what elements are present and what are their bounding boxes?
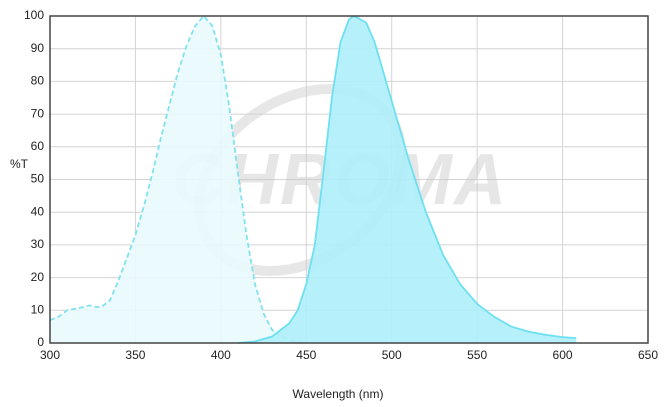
y-tick-label: 60 bbox=[31, 139, 45, 153]
x-tick-label: 400 bbox=[211, 348, 231, 362]
x-tick-label: 650 bbox=[638, 348, 658, 362]
area-fill bbox=[50, 16, 307, 343]
y-tick-label: 90 bbox=[31, 41, 45, 55]
x-axis-label: Wavelength (nm) bbox=[293, 387, 384, 401]
y-tick-label: 70 bbox=[31, 106, 45, 120]
x-tick-label: 300 bbox=[40, 348, 60, 362]
area-fill bbox=[237, 16, 577, 343]
x-tick-label: 600 bbox=[553, 348, 573, 362]
y-tick-label: 10 bbox=[31, 302, 45, 316]
y-tick-label: 0 bbox=[37, 335, 44, 349]
x-tick-label: 550 bbox=[467, 348, 487, 362]
plot-frame bbox=[49, 15, 649, 344]
data-layer bbox=[49, 14, 577, 344]
y-tick-label: 30 bbox=[31, 237, 45, 251]
series-line bbox=[49, 14, 307, 344]
x-tick-label: 450 bbox=[296, 348, 316, 362]
series-line bbox=[237, 14, 577, 344]
y-tick-label: 100 bbox=[24, 8, 44, 22]
y-tick-label: 50 bbox=[31, 172, 45, 186]
x-tick-label: 350 bbox=[125, 348, 145, 362]
y-axis-label: %T bbox=[10, 157, 29, 171]
y-tick-label: 80 bbox=[31, 74, 45, 88]
x-tick-label: 500 bbox=[382, 348, 402, 362]
y-tick-label: 20 bbox=[31, 270, 45, 284]
y-tick-label: 40 bbox=[31, 204, 45, 218]
